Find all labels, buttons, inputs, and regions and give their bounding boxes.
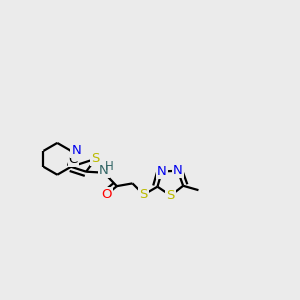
Text: N: N — [173, 164, 183, 177]
Text: S: S — [167, 189, 175, 202]
Text: S: S — [140, 188, 148, 201]
Text: C: C — [69, 153, 78, 166]
Text: O: O — [101, 188, 112, 201]
Text: N: N — [71, 144, 81, 157]
Text: S: S — [91, 152, 100, 165]
Text: N: N — [99, 164, 109, 177]
Text: H: H — [105, 160, 114, 172]
Text: N: N — [157, 165, 167, 178]
